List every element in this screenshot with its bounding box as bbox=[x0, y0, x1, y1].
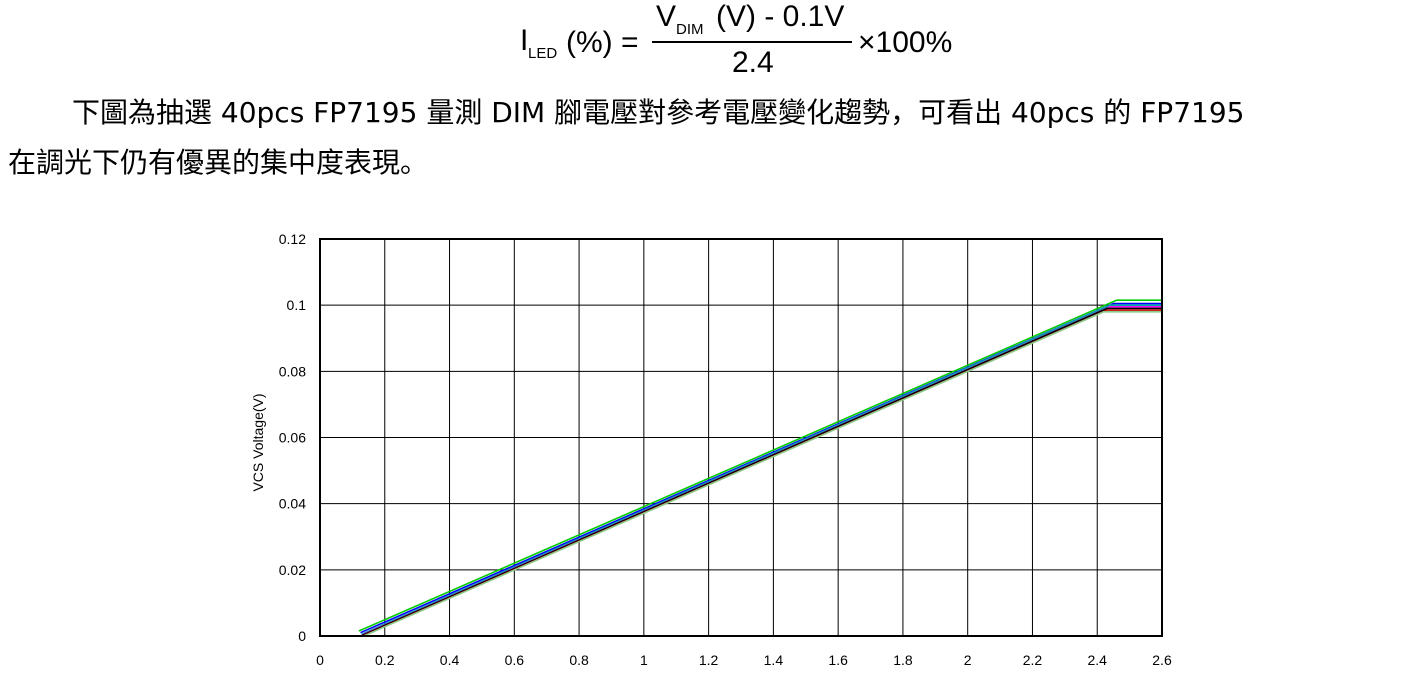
x-tick-label: 2.2 bbox=[1023, 652, 1043, 668]
series-line-1 bbox=[358, 299, 1162, 632]
chart-series bbox=[358, 299, 1162, 637]
formula-dim-subscript: DIM bbox=[676, 21, 704, 38]
x-tick-label: 1.6 bbox=[828, 652, 848, 668]
formula: I LED (%) = V DIM (V) - 0.1V 2.4 ×100% bbox=[0, 0, 1415, 90]
series-line-6 bbox=[362, 309, 1162, 637]
y-tick-label: 0.02 bbox=[279, 562, 306, 578]
formula-led-subscript: LED bbox=[528, 45, 558, 62]
series-line-7 bbox=[363, 310, 1162, 637]
x-tick-label: 0.8 bbox=[569, 652, 589, 668]
series-line-4 bbox=[361, 306, 1162, 636]
paragraph-line-2: 在調光下仍有優異的集中度表現。 bbox=[8, 146, 429, 179]
x-tick-label: 2 bbox=[964, 652, 972, 668]
formula-fraction-bar bbox=[652, 41, 852, 43]
y-axis-label: VCS Voltage(V) bbox=[250, 393, 266, 491]
formula-numerator-rest: (V) - 0.1V bbox=[716, 0, 845, 33]
chart-grid bbox=[319, 238, 1163, 637]
y-tick-label: 0.04 bbox=[279, 496, 306, 512]
x-tick-label: 0.6 bbox=[505, 652, 525, 668]
paragraph-line-1: 下圖為抽選 40pcs FP7195 量測 DIM 腳電壓對參考電壓變化趨勢，可… bbox=[72, 96, 1245, 129]
plot-frame bbox=[319, 238, 1163, 637]
x-tick-label: 2.6 bbox=[1152, 652, 1172, 668]
x-tick-label: 1.8 bbox=[893, 652, 913, 668]
x-tick-label: 0.2 bbox=[375, 652, 395, 668]
x-tick-label: 1.2 bbox=[699, 652, 719, 668]
y-tick-label: 0.08 bbox=[279, 363, 306, 379]
y-tick-label: 0.06 bbox=[279, 430, 306, 446]
y-tick-label: 0.1 bbox=[287, 297, 307, 313]
formula-rhs: ×100% bbox=[858, 26, 953, 59]
series-line-5 bbox=[361, 307, 1162, 637]
x-tick-label: 1.4 bbox=[764, 652, 784, 668]
x-tick-label: 1 bbox=[640, 652, 648, 668]
series-line-2 bbox=[360, 302, 1162, 634]
x-tick-label: 0.4 bbox=[440, 652, 460, 668]
formula-numerator-v: V bbox=[656, 0, 677, 33]
formula-lhs-unit: (%) = bbox=[566, 26, 639, 59]
y-tick-label: 0 bbox=[298, 628, 306, 644]
y-tick-label: 0.12 bbox=[279, 231, 306, 247]
series-line-3 bbox=[361, 304, 1162, 636]
x-tick-label: 2.4 bbox=[1087, 652, 1107, 668]
chart-ticks: 0 0.2 0.4 0.6 0.8 1 1.2 1.4 1.6 1.8 2 2.2 2.4 2.6 0 0.0… bbox=[279, 231, 1172, 668]
formula-denominator: 2.4 bbox=[732, 46, 774, 79]
formula-i-symbol: I bbox=[520, 24, 529, 57]
x-tick-label: 0 bbox=[316, 652, 324, 668]
